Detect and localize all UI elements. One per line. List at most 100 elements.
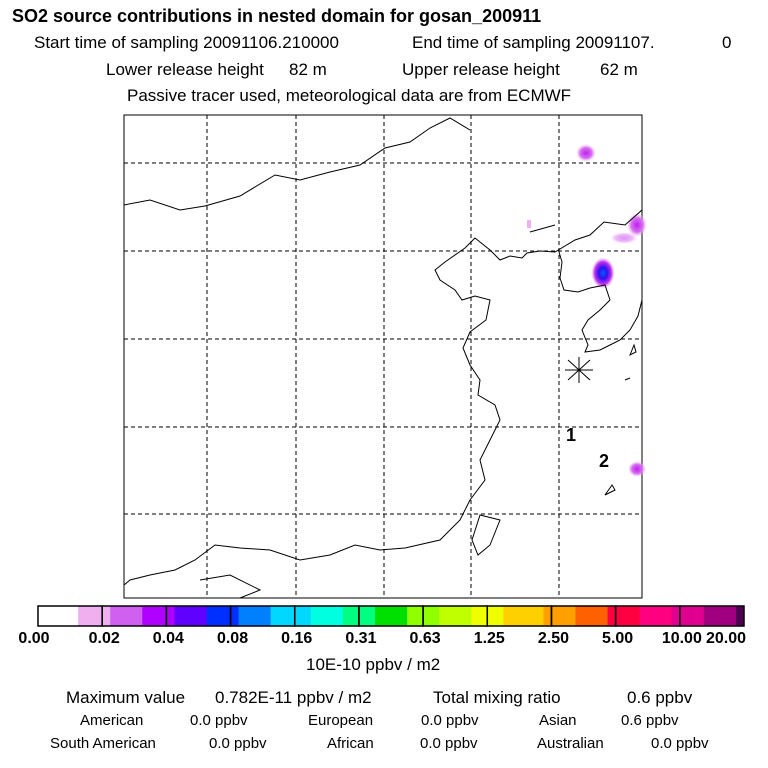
colorbar-swatch (543, 606, 552, 626)
region-european-value: 0.0 ppbv (421, 712, 479, 729)
colorbar-swatch (182, 606, 191, 626)
colorbar-swatch (238, 606, 248, 626)
colorbar-swatch (198, 606, 207, 626)
lower-height-value: 82 m (289, 60, 327, 79)
upper-height-label: Upper release height (402, 60, 560, 79)
colorbar-tick-label: 0.63 (409, 630, 441, 647)
colorbar-swatch (46, 606, 55, 626)
colorbar-swatch (350, 606, 360, 626)
colorbar-tick-label: 0.16 (281, 630, 313, 647)
colorbar-swatch (110, 606, 119, 626)
colorbar-swatch (326, 606, 336, 626)
colorbar-swatch (382, 606, 392, 626)
colorbar-swatch (302, 606, 312, 626)
region-american-value: 0.0 ppbv (190, 712, 248, 729)
colorbar-swatch (599, 606, 609, 626)
colorbar-swatch (38, 606, 47, 626)
end-time: End time of sampling 20091107. (412, 33, 655, 52)
colorbar-swatch (527, 606, 536, 626)
colorbar-swatch (270, 606, 280, 626)
region-european-label: European (308, 712, 374, 729)
colorbar-tick-label: 0.04 (152, 630, 184, 647)
colorbar-swatch (447, 606, 456, 626)
colorbar-tick-label: 0.02 (88, 630, 120, 647)
colorbar-swatch (591, 606, 601, 626)
total-value: 0.6 ppbv (627, 688, 693, 707)
colorbar-swatch (567, 606, 577, 626)
colorbar-swatch (391, 606, 400, 626)
hotspot-border-trail (610, 232, 638, 244)
colorbar-swatch (150, 606, 159, 626)
colorbar-swatch (663, 606, 673, 626)
colorbar-swatch (166, 606, 175, 626)
colorbar-swatch (358, 606, 368, 626)
region-australian-label: Australian (537, 735, 604, 752)
colorbar-swatch (727, 606, 737, 626)
end-time-value: 0 (722, 33, 732, 52)
colorbar-tick-label: 0.31 (345, 630, 377, 647)
colorbar-swatch (86, 606, 95, 626)
plot-title: SO2 source contributions in nested domai… (12, 6, 542, 26)
colorbar (37, 605, 745, 627)
colorbar-swatch (671, 606, 681, 626)
region-american-label: American (80, 712, 144, 729)
colorbar-swatch (583, 606, 593, 626)
colorbar-swatch (407, 606, 416, 626)
coastlines (123, 117, 643, 599)
tracer-note: Passive tracer used, meteorological data… (127, 86, 572, 105)
hotspot-korea (591, 257, 615, 289)
region-asian-label: Asian (539, 712, 577, 729)
upper-height-value: 62 m (600, 60, 638, 79)
colorbar-swatch (334, 606, 344, 626)
colorbar-swatch (102, 606, 111, 626)
colorbar-swatch (495, 606, 504, 626)
trajectory-marker-2: 2 (599, 451, 610, 471)
colorbar-segment (679, 605, 745, 627)
station-marker (565, 357, 593, 383)
colorbar-swatch (222, 606, 232, 626)
colorbar-swatch (142, 606, 151, 626)
colorbar-swatch (54, 606, 63, 626)
colorbar-swatch (551, 606, 560, 626)
colorbar-swatch (687, 606, 697, 626)
colorbar-swatch (374, 606, 384, 626)
colorbar-swatch (278, 606, 288, 626)
colorbar-swatch (439, 606, 448, 626)
colorbar-swatch (206, 606, 215, 626)
colorbar-swatch (366, 606, 376, 626)
max-value: 0.782E-11 ppbv / m2 (215, 688, 372, 707)
colorbar-swatch (455, 606, 464, 626)
colorbar-swatch (310, 606, 320, 626)
colorbar-swatch (286, 606, 296, 626)
lower-height-label: Lower release height (106, 60, 264, 79)
colorbar-swatch (342, 606, 352, 626)
colorbar-swatch (318, 606, 328, 626)
colorbar-swatch (463, 606, 472, 626)
colorbar-swatch (471, 606, 480, 626)
colorbar-swatch (174, 606, 183, 626)
colorbar-unit: 10E-10 ppbv / m2 (306, 655, 441, 674)
colorbar-swatch (158, 606, 167, 626)
colorbar-swatch (70, 606, 79, 626)
colorbar-swatch (703, 606, 713, 626)
colorbar-swatch (719, 606, 729, 626)
hotspot-kyushu (628, 461, 646, 477)
region-south-american-label: South American (50, 735, 156, 752)
colorbar-swatch (535, 606, 544, 626)
hotspot-small (527, 220, 531, 228)
colorbar-tick-label: 5.00 (602, 630, 634, 647)
colorbar-swatch (519, 606, 528, 626)
region-african-value: 0.0 ppbv (420, 735, 478, 752)
colorbar-swatch (262, 606, 272, 626)
colorbar-swatch (126, 606, 135, 626)
region-asian-value: 0.6 ppbv (621, 712, 679, 729)
colorbar-swatch (230, 606, 240, 626)
colorbar-swatch (623, 606, 633, 626)
colorbar-swatch (214, 606, 224, 626)
region-south-american-value: 0.0 ppbv (209, 735, 267, 752)
colorbar-swatch (607, 606, 617, 626)
colorbar-swatch (559, 606, 568, 626)
colorbar-swatch (575, 606, 585, 626)
